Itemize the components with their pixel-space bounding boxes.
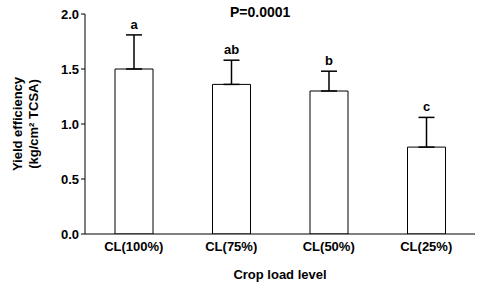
html-text:P=0.0001: P=0.0001 <box>230 4 291 20</box>
svg-text:b: b <box>325 53 333 68</box>
svg-text:CL(25%): CL(25%) <box>400 239 452 254</box>
svg-text:1.0: 1.0 <box>61 117 79 132</box>
svg-text:CL(75%): CL(75%) <box>205 239 257 254</box>
svg-text:CL(50%): CL(50%) <box>303 239 355 254</box>
svg-text:CL(100%): CL(100%) <box>104 239 163 254</box>
svg-text:0.5: 0.5 <box>61 172 79 187</box>
svg-text:a: a <box>130 17 138 32</box>
svg-text:Yield efficiency(kg/cm² TCSA): Yield efficiency(kg/cm² TCSA) <box>10 76 41 171</box>
svg-text:0.0: 0.0 <box>61 227 79 242</box>
svg-text:c: c <box>423 99 430 114</box>
svg-text:2.0: 2.0 <box>61 7 79 22</box>
svg-text:Crop load level: Crop load level <box>233 267 326 282</box>
svg-text:1.5: 1.5 <box>61 62 79 77</box>
svg-text:ab: ab <box>224 42 239 57</box>
